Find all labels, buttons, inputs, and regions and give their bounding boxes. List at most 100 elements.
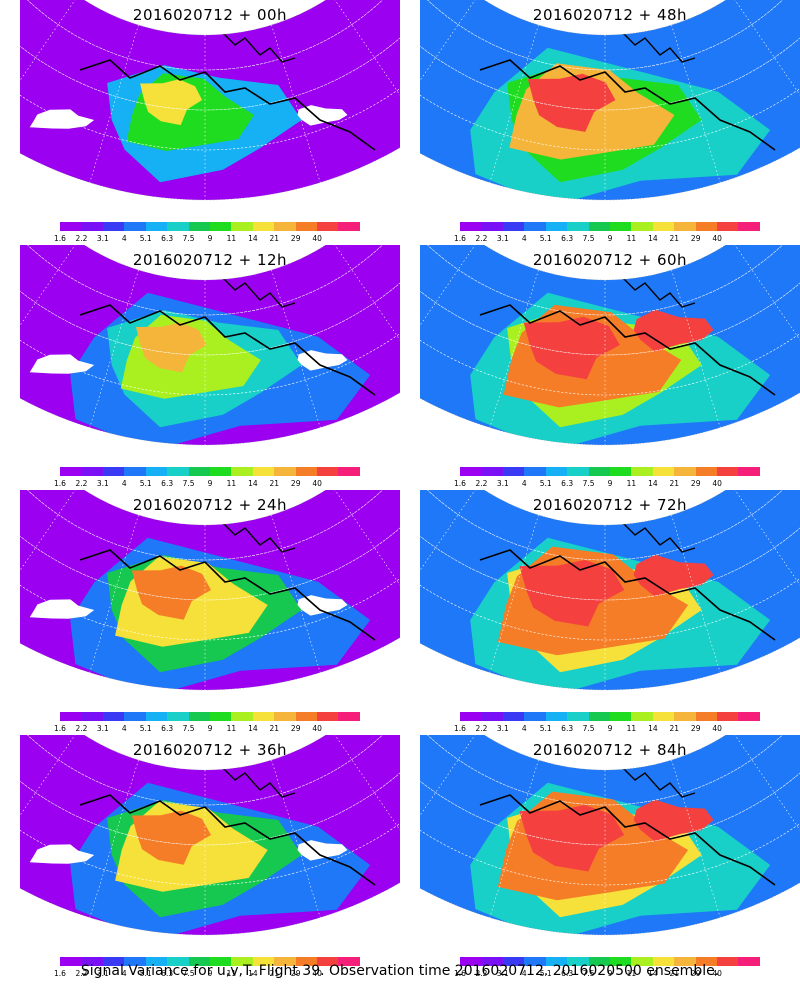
forecast-panel: 2016020712 + 12h 1.6 2.2 3.1 4 5.1 6.3 7.5 9 11 14… xyxy=(20,245,400,488)
colorbar-segment xyxy=(502,467,525,476)
colorbar-segment xyxy=(674,222,696,231)
colorbar-segment xyxy=(738,957,760,966)
colorbar-segment xyxy=(317,712,339,721)
colorbar-segment xyxy=(502,712,525,721)
variance-contour xyxy=(633,309,714,352)
colorbar-segment xyxy=(338,712,360,721)
coastline xyxy=(479,794,776,886)
colorbar-label: 21 xyxy=(269,724,280,733)
figure-caption: Signal Variance for u,v,T. Flight 39. Ob… xyxy=(80,963,720,979)
colorbar-segment xyxy=(738,222,760,231)
graticule-line xyxy=(20,735,400,806)
colorbar-label: 9 xyxy=(207,724,213,733)
colorbar-label: 4 xyxy=(521,724,527,733)
colorbar-label: 5.1 xyxy=(139,479,152,488)
colorbar-label: 2.2 xyxy=(75,479,88,488)
colorbar-label: 3.1 xyxy=(496,234,509,243)
colorbar xyxy=(60,957,360,966)
colorbar-segment xyxy=(738,712,760,721)
colorbar-segment xyxy=(695,467,718,476)
colorbar-segment xyxy=(588,712,610,721)
colorbar-segment xyxy=(81,957,103,966)
colorbar-segment xyxy=(502,957,525,966)
colorbar-segment xyxy=(338,467,360,476)
colorbar-segment xyxy=(631,957,653,966)
colorbar-segment xyxy=(631,222,653,231)
colorbar-label: 29 xyxy=(690,234,701,243)
colorbar xyxy=(460,712,760,721)
graticule-line xyxy=(420,735,800,806)
colorbar-label: 14 xyxy=(248,479,258,488)
panel-title: 2016020712 + 12h xyxy=(132,251,288,269)
colorbar-segment xyxy=(524,712,546,721)
graticule-line xyxy=(420,0,800,71)
coastline xyxy=(619,519,696,553)
colorbar-label: 3.1 xyxy=(496,479,509,488)
graticule-line xyxy=(420,761,800,886)
colorbar-label: 3.1 xyxy=(96,724,109,733)
colorbar xyxy=(460,467,760,476)
colorbar-segment xyxy=(460,467,482,476)
panel-title: 2016020712 + 24h xyxy=(132,496,288,514)
colorbar-segment xyxy=(317,222,339,231)
graticule-line xyxy=(420,490,800,561)
colorbar-labels: 1.6 2.2 3.1 4 5.1 6.3 7.5 9 11 14 21 29 40 xyxy=(440,479,760,489)
variance-map xyxy=(420,735,800,936)
colorbar-segment xyxy=(588,957,610,966)
variance-map xyxy=(420,0,800,201)
colorbar-label: 9 xyxy=(207,234,213,243)
colorbar-label: 29 xyxy=(690,969,701,978)
colorbar-label: 5.1 xyxy=(139,724,152,733)
graticule-line xyxy=(671,24,721,183)
colorbar-segment xyxy=(274,712,296,721)
map-boundary xyxy=(420,245,800,446)
colorbar xyxy=(60,467,360,476)
panel-title: 2016020712 + 00h xyxy=(132,6,288,24)
colorbar-segment xyxy=(231,712,253,721)
graticule-line xyxy=(271,269,321,428)
map-boundary xyxy=(420,490,800,691)
coastline xyxy=(79,549,376,641)
colorbar-segment xyxy=(609,467,632,476)
colorbar-segment xyxy=(524,467,546,476)
variance-contour xyxy=(527,73,616,132)
colorbar-segment xyxy=(60,712,82,721)
variance-contour xyxy=(519,559,625,627)
colorbar-label: 21 xyxy=(669,724,680,733)
colorbar-segment xyxy=(231,467,253,476)
colorbar-label: 14 xyxy=(648,724,658,733)
colorbar-segment xyxy=(295,957,318,966)
missing-data-area xyxy=(29,354,95,374)
colorbar-segment xyxy=(652,957,675,966)
colorbar-segment xyxy=(502,222,525,231)
colorbar-label: 3.1 xyxy=(496,969,509,978)
colorbar-label: 14 xyxy=(248,969,258,978)
colorbar-segment xyxy=(524,222,546,231)
colorbar-label: 21 xyxy=(269,234,280,243)
colorbar-label: 2.2 xyxy=(475,969,488,978)
colorbar-label: 4 xyxy=(121,969,127,978)
colorbar-label: 7.5 xyxy=(582,479,595,488)
colorbar-label: 9 xyxy=(607,969,613,978)
colorbar-segment xyxy=(481,712,503,721)
colorbar-segment xyxy=(209,712,232,721)
panel-title: 2016020712 + 36h xyxy=(132,741,288,759)
colorbar-label: 5.1 xyxy=(139,234,152,243)
colorbar-label: 14 xyxy=(648,479,658,488)
colorbar-segment xyxy=(274,222,296,231)
colorbar-label: 2.2 xyxy=(75,234,88,243)
colorbar-segment xyxy=(609,957,632,966)
colorbar-label: 5.1 xyxy=(539,969,552,978)
colorbar-label: 40 xyxy=(712,234,722,243)
colorbar-segment xyxy=(145,957,168,966)
variance-map xyxy=(20,0,400,201)
colorbar xyxy=(60,222,360,231)
coastline xyxy=(79,59,376,151)
colorbar-label: 7.5 xyxy=(182,969,195,978)
forecast-panel: 2016020712 + 24h 1.6 2.2 3.1 4 5.1 6.3 7.5 9 11 14… xyxy=(20,490,400,733)
colorbar-segment xyxy=(167,222,189,231)
colorbar-segment xyxy=(124,712,146,721)
colorbar-segment xyxy=(231,957,253,966)
graticule-line xyxy=(89,24,139,183)
colorbar-label: 1.6 xyxy=(54,479,66,488)
